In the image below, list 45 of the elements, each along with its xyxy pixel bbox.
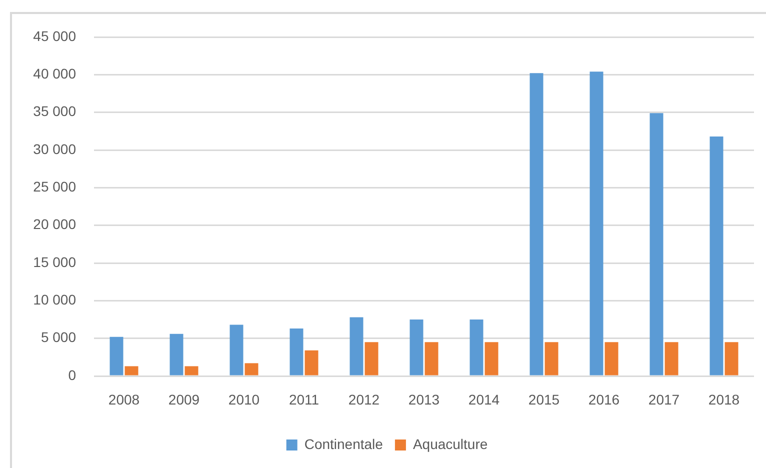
y-tick-label: 25 000: [33, 178, 76, 195]
bar: [350, 317, 364, 376]
bar: [590, 72, 604, 376]
y-tick-label: 5 000: [40, 329, 76, 346]
y-tick-label: 0: [68, 366, 76, 383]
x-tick-label: 2009: [168, 391, 200, 408]
bar: [124, 366, 138, 376]
legend-label: Aquaculture: [412, 436, 488, 452]
bar: [530, 73, 544, 376]
x-tick-label: 2017: [648, 391, 680, 408]
bar: [424, 342, 438, 376]
bar: [604, 342, 618, 376]
bar: [544, 342, 558, 376]
x-tick-label: 2014: [468, 391, 500, 408]
bar: [364, 342, 378, 376]
bar: [230, 324, 244, 376]
x-tick-label: 2016: [588, 391, 620, 408]
x-tick-label: 2018: [708, 391, 740, 408]
bar: [244, 363, 258, 376]
bar: [724, 342, 738, 376]
y-tick-label: 35 000: [33, 103, 76, 120]
legend-label: Continentale: [304, 436, 384, 452]
x-tick-label: 2011: [288, 391, 320, 408]
y-tick-label: 20 000: [33, 216, 76, 232]
x-tick-label: 2015: [528, 391, 560, 408]
y-tick-label: 30 000: [33, 140, 76, 157]
y-tick-label: 10 000: [33, 292, 76, 308]
bar: [664, 342, 678, 376]
bar: [170, 334, 184, 376]
bar: [470, 320, 484, 376]
x-tick-label: 2008: [108, 391, 140, 408]
bar: [484, 342, 498, 376]
y-tick-label: 15 000: [33, 254, 76, 270]
y-tick-label: 45 000: [33, 28, 76, 44]
x-tick-label: 2012: [348, 391, 380, 408]
y-tick-label: 40 000: [33, 66, 76, 82]
x-tick-label: 2013: [408, 391, 440, 408]
bar: [184, 366, 198, 376]
bar: [410, 320, 424, 376]
bar: [650, 113, 664, 376]
bar: [110, 336, 124, 376]
x-tick-label: 2010: [228, 391, 260, 408]
bar: [304, 350, 318, 376]
bar: [710, 136, 724, 376]
bar: [290, 328, 304, 376]
